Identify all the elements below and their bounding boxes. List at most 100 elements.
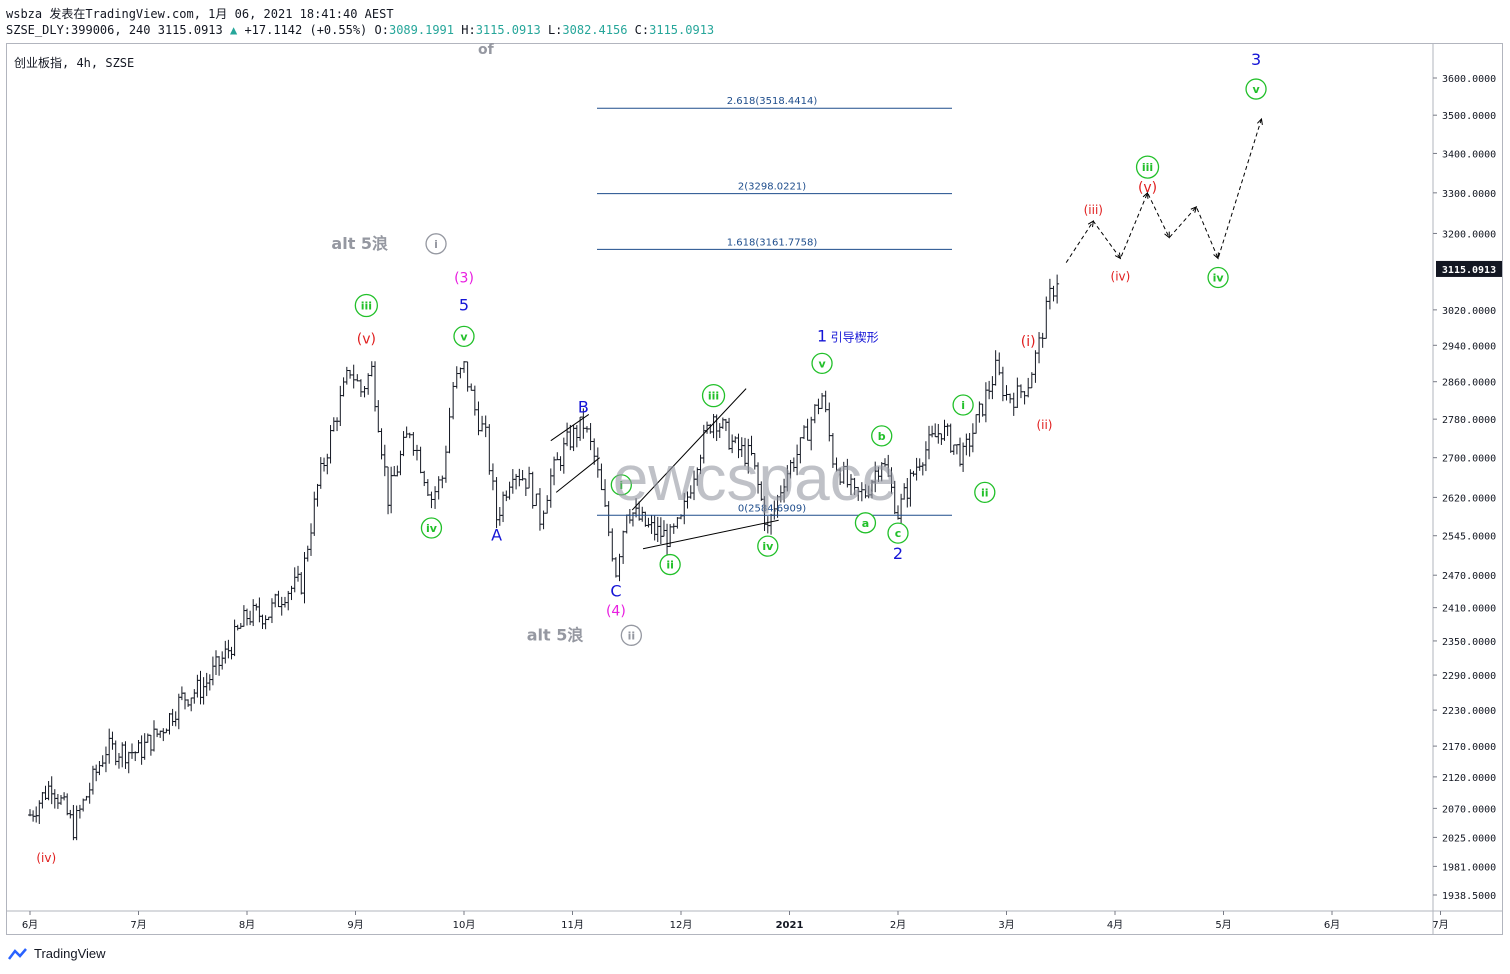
price-tick-label: 3500.0000 (1442, 111, 1496, 122)
wave-label-circle (854, 512, 877, 534)
wave-label: iii (361, 300, 372, 313)
last-price-badge (1436, 260, 1502, 277)
price-tick-label: 2780.0000 (1442, 415, 1496, 426)
diagonal-upper-line (631, 388, 747, 511)
wave-label: ii (628, 629, 636, 642)
price-tick-label: 2940.0000 (1442, 341, 1496, 352)
open-value: 3089.1991 (388, 23, 454, 37)
wave-label: v (1252, 83, 1260, 96)
wave-label: alt 5浪 (527, 625, 584, 644)
time-tick-label: 2021 (776, 920, 804, 931)
projection-path (1065, 118, 1262, 263)
wave-label: v (460, 330, 468, 343)
fib-level-label: 0(2584.6909) (738, 503, 806, 514)
tradingview-brand: TradingView (34, 946, 106, 961)
wedge-lower-line (555, 457, 600, 493)
wave-label: (3) (454, 270, 474, 286)
wave-label: 2 (893, 544, 903, 563)
last-price-label: 3115.0913 (1442, 265, 1496, 276)
price-tick-label: 2860.0000 (1442, 378, 1496, 389)
time-tick-label: 2月 (890, 919, 906, 931)
price-tick-label: 2545.0000 (1442, 532, 1496, 543)
close-label: C: (634, 23, 650, 37)
wave-label: 3 (1251, 50, 1261, 69)
wave-label: iii (708, 390, 719, 403)
price-tick-label: 3200.0000 (1442, 229, 1496, 240)
projection-arrowhead (1257, 117, 1263, 125)
projection-arrowhead (1190, 206, 1198, 213)
fib-level-label: 2.618(3518.4414) (727, 96, 818, 107)
wave-label: B (578, 397, 589, 416)
time-tick-label: 6月 (22, 919, 38, 931)
up-arrow-icon: ▲ (229, 23, 238, 37)
price-tick-label: 3300.0000 (1442, 189, 1496, 200)
price-tick-label: 2025.0000 (1442, 833, 1496, 844)
wave-label: (iii) (1084, 203, 1103, 217)
wave-label-circle (1207, 266, 1229, 289)
wave-label: (ii) (1036, 418, 1052, 432)
symbol-title: 创业板指, 4h, SZSE (14, 56, 135, 70)
wave-label: (v) (357, 332, 376, 348)
watermark: ewcspace (613, 442, 898, 514)
wave-label-circle (620, 624, 642, 646)
wave-label-circle (420, 517, 443, 539)
price-tick-label: 2070.0000 (1442, 804, 1496, 815)
high-label: H: (461, 23, 476, 37)
wave-label-circle (425, 233, 447, 255)
fib-level-label: 2(3298.0221) (738, 182, 806, 193)
price-tick-label: 3020.0000 (1442, 306, 1496, 317)
wave-label: iii (1142, 161, 1153, 174)
wedge-upper-line (550, 414, 590, 442)
price-tick-label: 2700.0000 (1442, 454, 1496, 465)
diagonal-lower-line (642, 519, 779, 550)
time-tick-label: 7月 (130, 919, 146, 931)
symbol-prefix: SZSE_DLY:399006, 240 3115.0913 (6, 23, 223, 37)
wave-label-circle (757, 535, 779, 557)
wave-label-circle (871, 425, 893, 447)
price-tick-label: 2230.0000 (1442, 706, 1496, 717)
wave-label-circle (952, 394, 974, 416)
wave-label-circle (610, 474, 632, 496)
time-tick-label: 3月 (998, 919, 1014, 931)
wave-label: alt 5浪 (331, 234, 388, 253)
open-label: O: (374, 23, 389, 37)
wave-label-circle (659, 553, 681, 576)
wave-label: v (818, 357, 826, 370)
price-tick-label: 3600.0000 (1442, 74, 1496, 85)
wave-label-circle (1135, 155, 1160, 179)
wave-label: iv (426, 522, 438, 535)
wave-label-circle (354, 293, 379, 318)
chart-frame[interactable] (6, 43, 1503, 935)
price-tick-label: 1981.0000 (1442, 862, 1496, 873)
time-tick-label: 12月 (670, 919, 693, 931)
publish-header: wsbza 发表在TradingView.com, 1月 06, 2021 18… (6, 7, 394, 21)
change-value: +17.1142 (+0.55%) (244, 23, 368, 37)
wave-label: (iv) (1111, 269, 1131, 283)
price-tick-label: 2290.0000 (1442, 671, 1496, 682)
wave-label-circle (887, 522, 909, 544)
projection-arrowhead (1114, 252, 1122, 260)
price-tick-label: 2350.0000 (1442, 637, 1496, 648)
tradingview-logo[interactable]: TradingView (8, 946, 106, 961)
wave-label: 5 (459, 296, 469, 315)
wave-label-circle (1245, 78, 1267, 100)
wave-label: (4) (606, 603, 626, 619)
low-label: L: (547, 23, 563, 37)
wave-label: ii (666, 559, 674, 572)
fib-level-label: 1.618(3161.7758) (727, 237, 818, 248)
wave-label: (i) (1021, 334, 1036, 350)
wave-label: i (961, 399, 965, 412)
time-tick-label: 7月 (1432, 919, 1448, 931)
wave-label-circle (811, 352, 833, 375)
wave-label: b (878, 430, 886, 443)
wave-label: 引导楔形 (831, 330, 879, 344)
ghost-text: of (478, 42, 494, 58)
time-tick-label: 4月 (1107, 919, 1123, 931)
projection-arrowhead (1087, 220, 1094, 228)
wave-label: i (619, 479, 623, 492)
projection-arrowhead (1164, 231, 1170, 239)
wave-label: a (862, 517, 869, 530)
wave-label: c (895, 527, 902, 540)
price-tick-label: 1938.5000 (1442, 891, 1496, 902)
